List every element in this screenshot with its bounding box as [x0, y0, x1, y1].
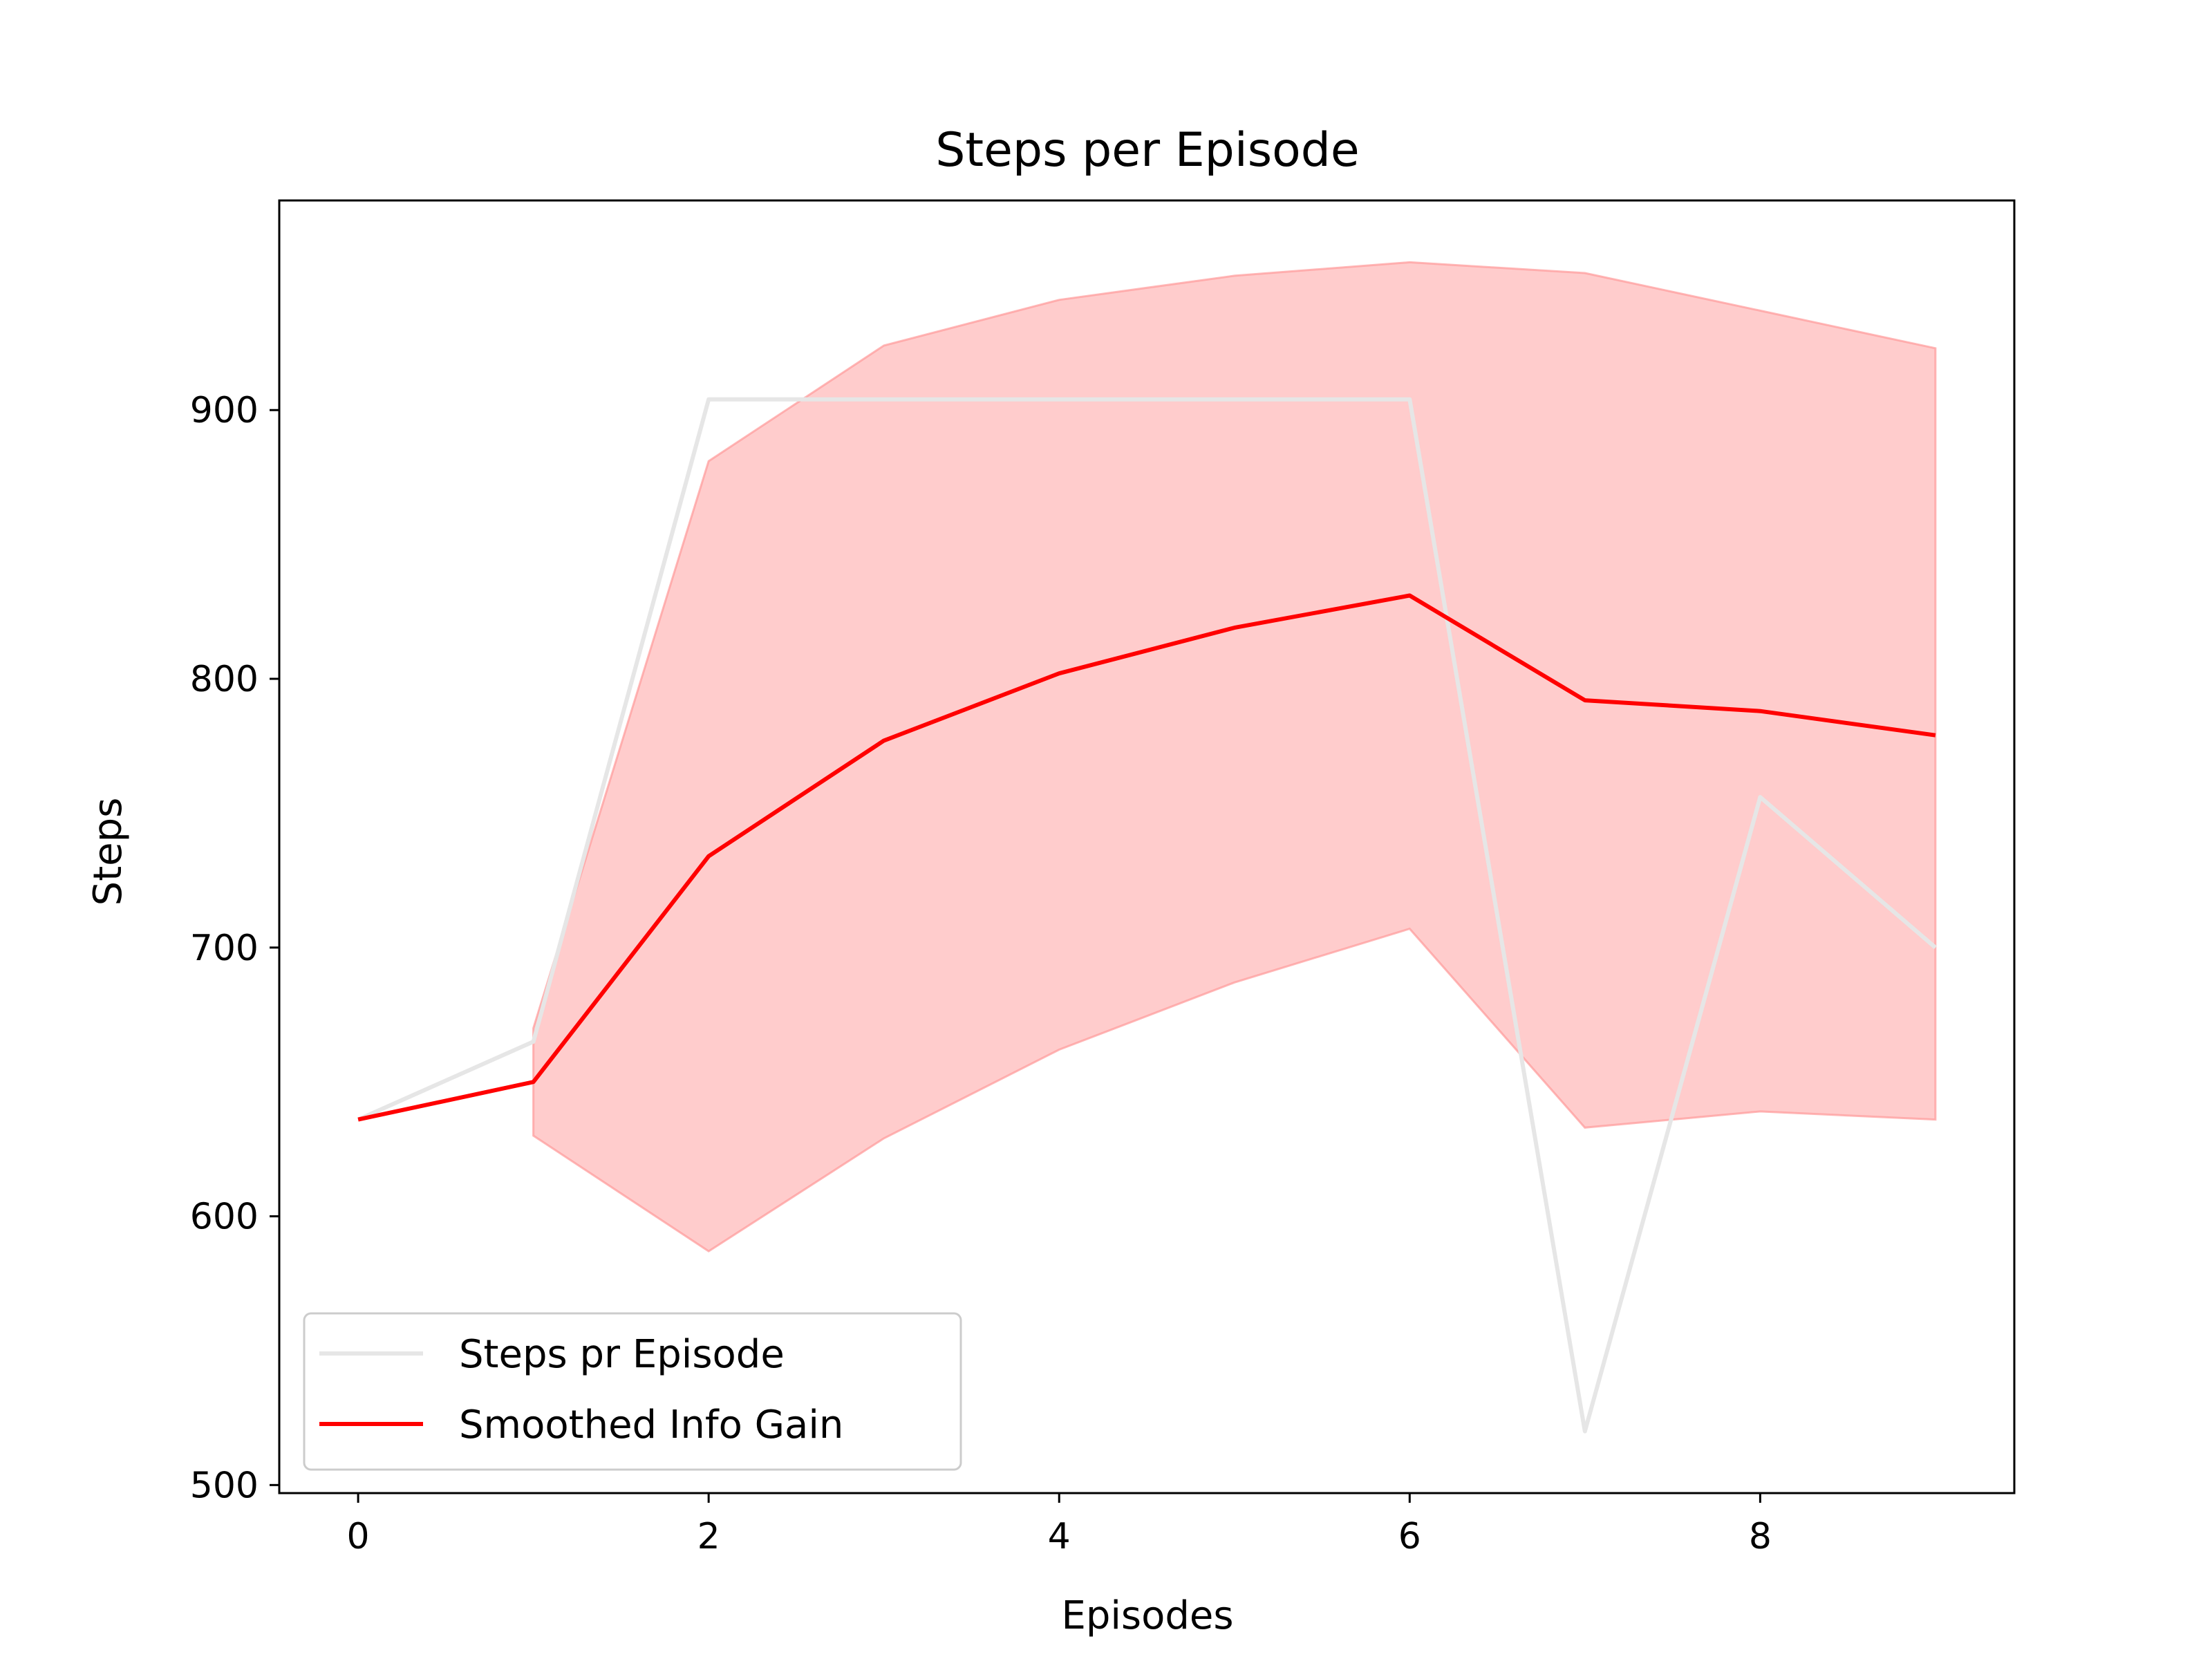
- confidence-band: [532, 261, 1937, 1253]
- plot-frame: [278, 199, 2016, 1494]
- x-tick-label: 8: [1749, 1516, 1772, 1557]
- y-axis: 500 600 700 800 900: [190, 390, 279, 1506]
- x-tick-label: 6: [1398, 1516, 1421, 1557]
- band-layer: [532, 261, 1937, 1253]
- y-tick-label: 700: [190, 928, 259, 969]
- series-line-0: [357, 397, 1937, 1434]
- lines-layer: [357, 397, 1937, 1434]
- legend-box: [303, 1312, 962, 1471]
- x-axis-label: Episodes: [1061, 1593, 1233, 1638]
- y-tick-label: 900: [190, 390, 259, 431]
- x-tick-label: 2: [697, 1516, 720, 1557]
- y-tick-label: 500: [190, 1465, 259, 1506]
- legend-label-smoothed: Smoothed Info Gain: [459, 1403, 843, 1447]
- x-tick-label: 0: [347, 1516, 370, 1557]
- legend-label-steps: Steps pr Episode: [459, 1332, 785, 1377]
- chart-title: Steps per Episode: [935, 123, 1360, 178]
- y-tick-label: 600: [190, 1197, 259, 1238]
- legend: Steps pr Episode Smoothed Info Gain: [303, 1312, 962, 1471]
- y-tick-label: 800: [190, 659, 259, 700]
- x-axis: 0 2 4 6 8: [347, 1493, 1772, 1557]
- y-axis-label: Steps: [86, 798, 131, 906]
- series-line-1: [357, 593, 1936, 1122]
- x-tick-label: 4: [1048, 1516, 1071, 1557]
